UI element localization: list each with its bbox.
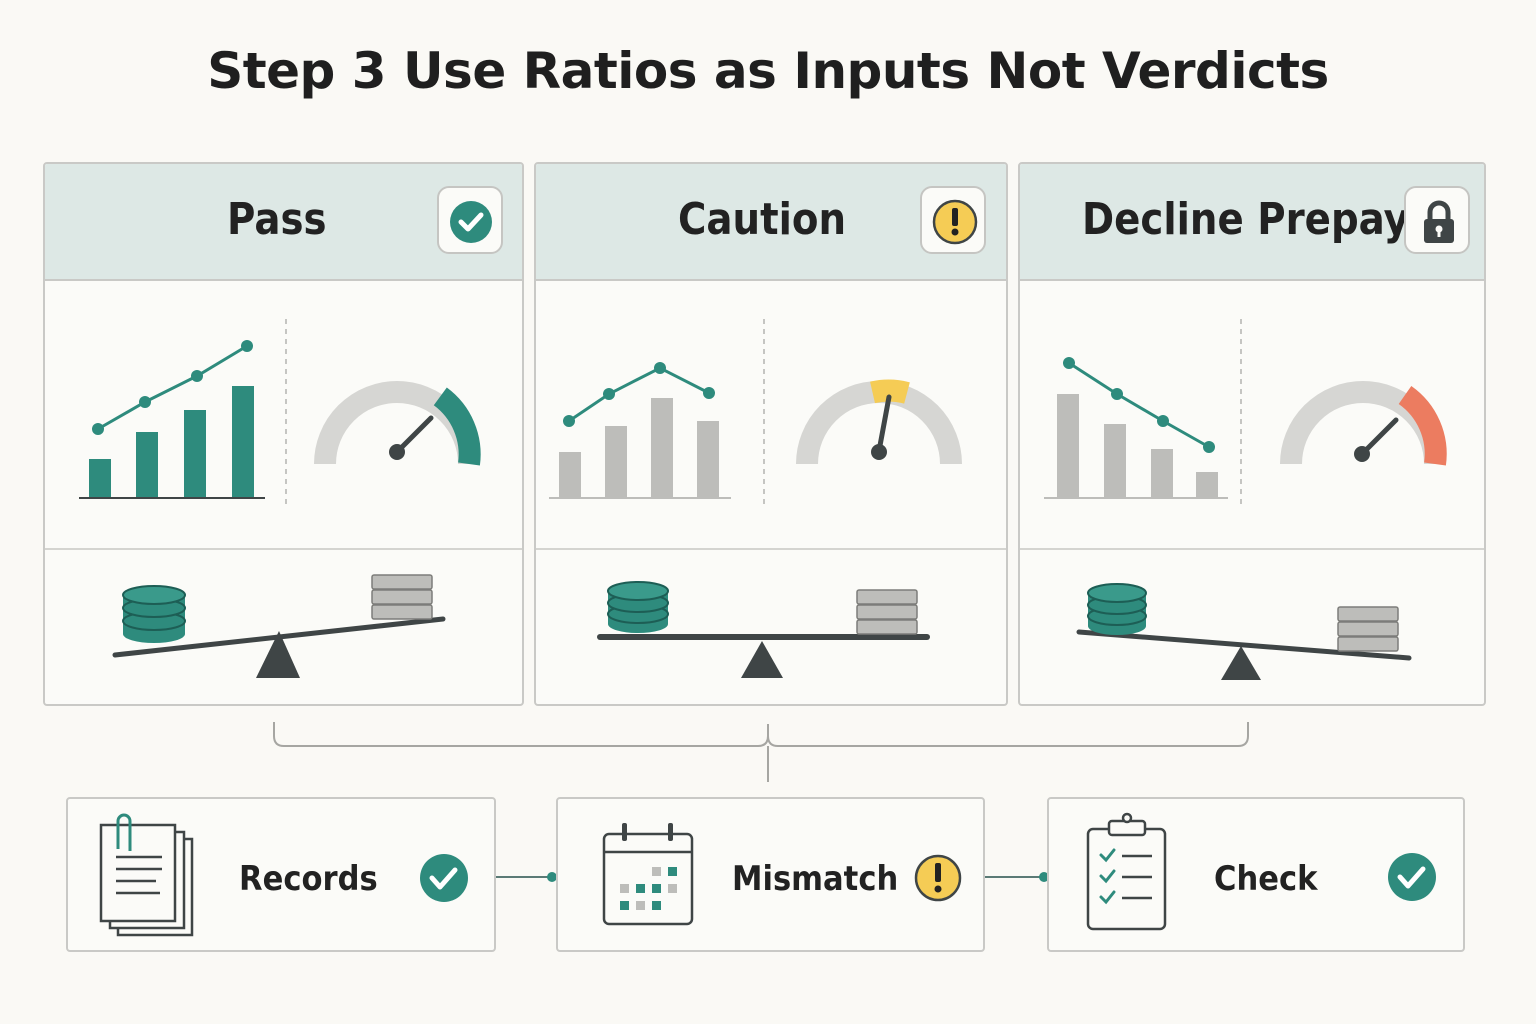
divider: [45, 548, 522, 550]
panel-title: Pass: [227, 194, 327, 245]
bar-trend-chart-icon: [1044, 357, 1228, 499]
status-badge: [1404, 186, 1470, 254]
panel-title: Decline Prepay: [1082, 194, 1409, 245]
page-title: Step 3 Use Ratios as Inputs Not Verdicts: [207, 42, 1329, 100]
panel-caution: Caution: [534, 162, 1008, 706]
panel-pass: Pass: [43, 162, 524, 706]
check-circle-icon: [420, 854, 468, 902]
divider: [536, 548, 1006, 550]
status-badge: [920, 186, 986, 254]
step-check: Check: [1047, 797, 1465, 952]
panel-title: Caution: [678, 194, 847, 245]
gauge-icon: [314, 381, 481, 466]
bar-trend-chart-icon: [79, 340, 265, 499]
balance-scale-icon: [597, 581, 930, 678]
balance-scale-icon: [1076, 583, 1412, 680]
step-label: Records: [239, 859, 378, 899]
panel-decline-prepay: Decline Prepay: [1018, 162, 1486, 706]
exclamation-circle-icon: [914, 854, 962, 902]
check-circle-icon: [450, 201, 492, 243]
documents-icon: [99, 813, 194, 937]
step-mismatch: Mismatch: [556, 797, 985, 952]
gauge-icon: [796, 379, 962, 465]
status-badge: [437, 186, 503, 254]
calendar-icon: [602, 823, 694, 926]
step-records: Records: [66, 797, 496, 952]
bar-trend-chart-icon: [549, 362, 731, 499]
step-label: Check: [1214, 859, 1318, 899]
divider: [1020, 548, 1484, 550]
check-circle-icon: [1388, 853, 1436, 901]
gauge-icon: [1280, 381, 1447, 466]
step-label: Mismatch: [732, 859, 899, 899]
balance-scale-icon: [112, 574, 446, 678]
clipboard-checklist-icon: [1086, 812, 1167, 931]
lock-icon: [1424, 200, 1454, 243]
exclamation-circle-icon: [932, 199, 978, 245]
